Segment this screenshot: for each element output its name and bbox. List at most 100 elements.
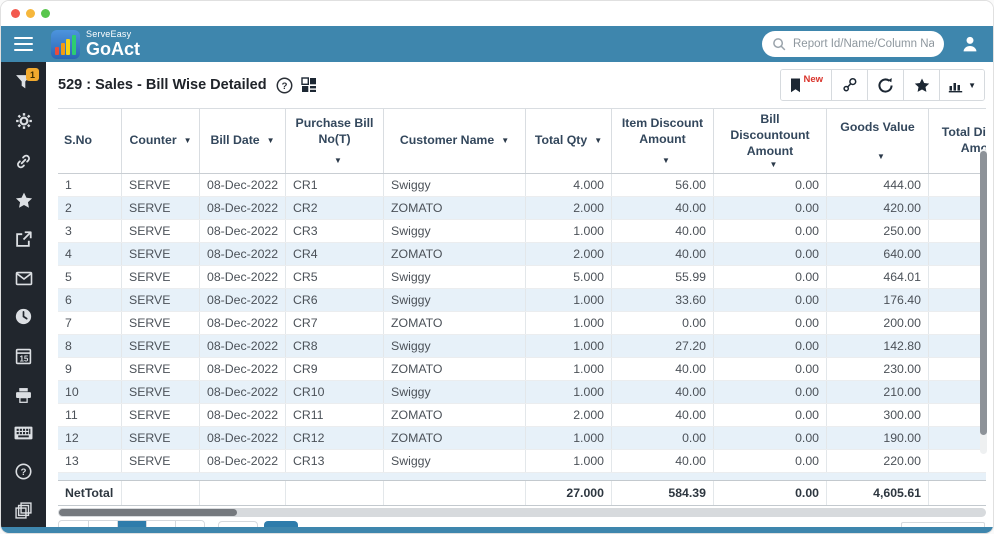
cell-goods-value: 230.00: [827, 358, 929, 381]
cell-customer-name: ZOMATO: [384, 404, 526, 427]
cell-bill-discount: 0.00: [714, 450, 827, 473]
cell-purchase-bill-no: CR3: [286, 220, 384, 243]
cell-sno: 5: [58, 266, 122, 289]
sort-caret-icon[interactable]: ▼: [877, 151, 885, 161]
report-table: S.No Counter ▼ Bill Date ▼ Purchase Bill N…: [58, 108, 986, 507]
sidebar-item-print[interactable]: [1, 387, 46, 404]
new-badge: New: [803, 74, 824, 85]
table-row[interactable]: 1 SERVE 08-Dec-2022 CR1 Swiggy 4.000 56.…: [58, 174, 986, 198]
sidebar-item-settings[interactable]: [1, 112, 46, 130]
cell-counter: SERVE: [122, 197, 200, 220]
column-header-total-qty[interactable]: Total Qty ▼: [526, 109, 612, 174]
report-title: 529 : Sales - Bill Wise Detailed: [58, 77, 267, 93]
report-layout-grid-icon[interactable]: [300, 77, 317, 93]
column-header-purchase-bill-no[interactable]: Purchase Bill No(T) ▼: [286, 109, 384, 174]
sidebar-item-schedule[interactable]: 15: [1, 348, 46, 365]
sidebar-item-keyboard[interactable]: [1, 426, 46, 440]
cell-counter: SERVE: [122, 312, 200, 335]
cell-item-discount: 0.00: [612, 427, 714, 450]
sort-caret-icon[interactable]: ▼: [334, 155, 342, 165]
sort-caret-icon[interactable]: ▼: [266, 135, 275, 145]
table-row[interactable]: 8 SERVE 08-Dec-2022 CR8 Swiggy 1.000 27.…: [58, 335, 986, 359]
report-help-icon[interactable]: ?: [276, 77, 293, 94]
window-minimize-button[interactable]: [26, 9, 35, 18]
sidebar-item-help[interactable]: ?: [1, 463, 46, 480]
cell-purchase-bill-no: CR9: [286, 358, 384, 381]
go-button[interactable]: Go: [264, 521, 298, 527]
cell-item-discount: 40.00: [612, 381, 714, 404]
keyboard-icon: [14, 426, 33, 440]
column-header-bill-date[interactable]: Bill Date ▼: [200, 109, 286, 174]
first-page-button[interactable]: «: [59, 521, 88, 527]
cell-sno: 3: [58, 220, 122, 243]
user-profile-icon[interactable]: [960, 35, 980, 53]
svg-text:?: ?: [21, 466, 27, 477]
window-close-button[interactable]: [11, 9, 20, 18]
next-page-button[interactable]: ›: [146, 521, 175, 527]
cell-sno: 6: [58, 289, 122, 312]
sort-caret-icon[interactable]: ▼: [501, 135, 510, 145]
column-header-bill-discount-amount[interactable]: Bill Discountount Amount ▼: [714, 109, 827, 174]
cell-purchase-bill-no: CR2: [286, 197, 384, 220]
horizontal-scrollbar[interactable]: [58, 508, 986, 518]
column-header-counter[interactable]: Counter ▼: [122, 109, 200, 174]
sort-caret-icon[interactable]: ▼: [183, 135, 192, 145]
sidebar-item-filter[interactable]: 1: [1, 68, 46, 90]
per-page-select[interactable]: 50 per page: [900, 522, 985, 527]
relations-button[interactable]: [831, 70, 868, 100]
sidebar-item-windows[interactable]: [1, 502, 46, 519]
table-row[interactable]: 12 SERVE 08-Dec-2022 CR12 ZOMATO 1.000 0…: [58, 427, 986, 451]
cell-bill-date: 08-Dec-2022: [200, 427, 286, 450]
cell-bill-date: 08-Dec-2022: [200, 358, 286, 381]
menu-icon[interactable]: [1, 36, 46, 52]
current-page-button[interactable]: 1: [117, 521, 146, 527]
cell-total-qty: 2.000: [526, 197, 612, 220]
table-row[interactable]: 6 SERVE 08-Dec-2022 CR6 Swiggy 1.000 33.…: [58, 289, 986, 313]
table-footer: « ‹ 1 › » Go Query Execution: 832 ms Tot…: [58, 518, 993, 527]
app-header: ServeEasy GoAct: [1, 26, 993, 62]
table-row[interactable]: 11 SERVE 08-Dec-2022 CR11 ZOMATO 2.000 4…: [58, 404, 986, 428]
sidebar-item-links[interactable]: [1, 153, 46, 170]
sort-caret-icon[interactable]: ▼: [769, 159, 778, 169]
cell-purchase-bill-no: CR1: [286, 174, 384, 197]
table-row[interactable]: 2 SERVE 08-Dec-2022 CR2 ZOMATO 2.000 40.…: [58, 197, 986, 221]
table-row[interactable]: 13 SERVE 08-Dec-2022 CR13 Swiggy 1.000 4…: [58, 450, 986, 474]
column-header-item-discount-amount[interactable]: Item Discount Amount ▼: [612, 109, 714, 174]
sidebar-item-history[interactable]: [1, 308, 46, 325]
cell-total-discount: [929, 427, 986, 449]
sidebar-item-mail[interactable]: [1, 271, 46, 286]
search-input[interactable]: [793, 38, 934, 50]
cell-item-discount: 40.00: [612, 404, 714, 427]
chart-view-button[interactable]: ▼: [939, 70, 984, 100]
bookmark-new-button[interactable]: New: [780, 70, 832, 100]
prev-page-button[interactable]: ‹: [88, 521, 117, 527]
cell-bill-discount: 0.00: [714, 358, 827, 381]
table-row[interactable]: 3 SERVE 08-Dec-2022 CR3 Swiggy 1.000 40.…: [58, 220, 986, 244]
star-filled-icon: [914, 78, 930, 93]
cell-bill-discount: 0.00: [714, 266, 827, 289]
window-zoom-button[interactable]: [41, 9, 50, 18]
horizontal-scrollbar-thumb[interactable]: [59, 509, 237, 517]
favorite-button[interactable]: [903, 70, 940, 100]
table-row[interactable]: 9 SERVE 08-Dec-2022 CR9 ZOMATO 1.000 40.…: [58, 358, 986, 382]
global-search[interactable]: [762, 31, 944, 57]
vertical-scrollbar[interactable]: [980, 149, 987, 454]
column-header-customer-name[interactable]: Customer Name ▼: [384, 109, 526, 174]
sort-caret-icon[interactable]: ▼: [594, 135, 603, 145]
table-row[interactable]: 10 SERVE 08-Dec-2022 CR10 Swiggy 1.000 4…: [58, 381, 986, 405]
vertical-scrollbar-thumb[interactable]: [980, 151, 987, 435]
main-content: 529 : Sales - Bill Wise Detailed ? New: [46, 62, 993, 527]
table-row[interactable]: 5 SERVE 08-Dec-2022 CR5 Swiggy 5.000 55.…: [58, 266, 986, 290]
sidebar-item-favorites[interactable]: [1, 192, 46, 209]
sort-caret-icon[interactable]: ▼: [662, 155, 670, 165]
column-header-total-discount-amount[interactable]: Total Discount Amount: [941, 125, 986, 156]
sidebar-item-export[interactable]: [1, 231, 46, 248]
page-number-input[interactable]: [218, 521, 258, 527]
column-header-goods-value[interactable]: Goods Value ▼: [827, 109, 929, 174]
refresh-button[interactable]: [867, 70, 904, 100]
table-row[interactable]: 4 SERVE 08-Dec-2022 CR4 ZOMATO 2.000 40.…: [58, 243, 986, 267]
table-row[interactable]: 7 SERVE 08-Dec-2022 CR7 ZOMATO 1.000 0.0…: [58, 312, 986, 336]
cell-bill-date: 08-Dec-2022: [200, 381, 286, 404]
cell-item-discount: 40.00: [612, 197, 714, 220]
last-page-button[interactable]: »: [175, 521, 204, 527]
